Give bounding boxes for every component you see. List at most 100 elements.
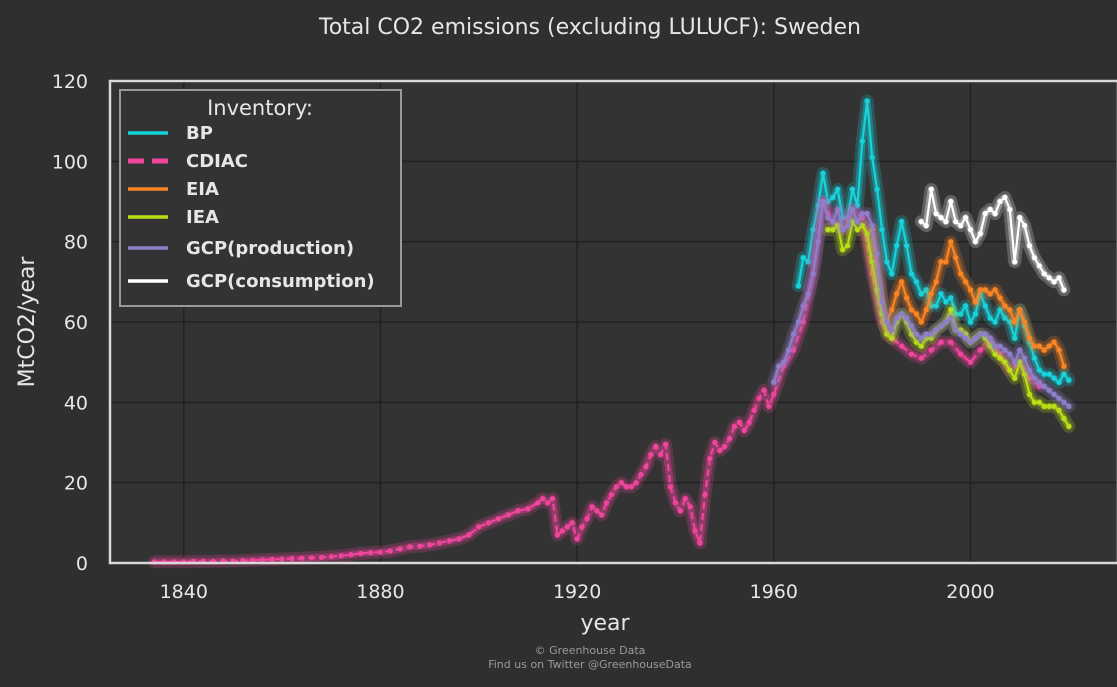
data-point [1022, 319, 1028, 325]
data-point [1017, 307, 1023, 313]
data-point [486, 520, 492, 526]
data-point [1012, 319, 1018, 325]
data-point [918, 355, 924, 361]
data-point [1002, 359, 1008, 365]
data-point [795, 283, 802, 289]
data-point [938, 259, 944, 265]
data-point [840, 215, 846, 221]
data-point [928, 335, 934, 341]
data-point [825, 227, 831, 233]
data-point [1002, 194, 1008, 201]
data-point [1012, 335, 1018, 341]
data-point [987, 315, 993, 321]
data-point [1022, 371, 1028, 377]
data-point [731, 423, 738, 429]
data-point [869, 259, 875, 265]
chart-title: Total CO2 emissions (excluding LULUCF): … [318, 15, 861, 40]
legend-label: EIA [186, 179, 219, 200]
data-point [923, 287, 929, 293]
data-point [908, 351, 915, 357]
data-point [997, 307, 1003, 313]
data-point [1051, 391, 1057, 397]
data-point [889, 271, 895, 277]
data-point [397, 546, 403, 552]
data-point [923, 307, 929, 313]
data-point [958, 351, 964, 357]
data-point [338, 553, 344, 559]
series-line [871, 229, 1065, 367]
data-point [1036, 399, 1042, 405]
data-point [958, 223, 964, 229]
data-point [1066, 377, 1072, 383]
series-gcp-consumption [914, 182, 1071, 297]
data-point [648, 452, 654, 458]
data-point [810, 271, 816, 277]
data-point [928, 331, 934, 337]
data-point [1056, 395, 1062, 401]
data-point [918, 335, 924, 341]
data-point [1046, 343, 1052, 349]
data-point [864, 98, 870, 104]
data-point [992, 351, 998, 357]
data-point [1002, 347, 1008, 353]
y-tick-label: 60 [64, 312, 88, 334]
data-point [923, 335, 929, 341]
data-point [1017, 347, 1023, 353]
legend-title: Inventory: [207, 96, 313, 120]
y-axis-label: MtCO2/year [15, 256, 40, 388]
data-point [417, 543, 423, 549]
data-point [1026, 243, 1033, 249]
x-tick-label: 1840 [160, 581, 208, 603]
data-point [1056, 407, 1062, 413]
data-point [436, 540, 442, 546]
data-point [1026, 375, 1033, 381]
data-point [972, 299, 979, 305]
data-point [972, 239, 979, 245]
data-point [377, 549, 383, 555]
data-point [682, 496, 688, 502]
data-point [299, 555, 305, 561]
data-point [1031, 255, 1037, 261]
data-point [820, 170, 826, 176]
data-point [894, 243, 900, 249]
data-point [318, 554, 324, 561]
data-point [1061, 371, 1067, 377]
data-point [358, 550, 364, 557]
data-point [702, 492, 708, 498]
plot-frame [108, 79, 1117, 565]
legend-label: GCP(consumption) [186, 271, 375, 292]
series-gcp-production [767, 195, 1076, 413]
data-point [269, 556, 275, 563]
data-point [1017, 359, 1023, 365]
data-point [795, 319, 802, 325]
series-layer [147, 94, 1076, 569]
data-point [667, 484, 674, 490]
data-point [967, 319, 974, 325]
data-point [874, 251, 880, 257]
data-point [987, 335, 993, 341]
data-point [1061, 415, 1067, 421]
data-point [825, 215, 831, 221]
data-point [933, 279, 939, 285]
data-point [953, 219, 959, 225]
data-point [913, 339, 920, 345]
data-point [1056, 347, 1062, 353]
data-point [781, 359, 787, 365]
data-point [786, 347, 792, 353]
data-point [830, 219, 836, 225]
data-point [849, 219, 856, 225]
data-point [869, 154, 875, 160]
data-point [963, 335, 969, 341]
data-point [1007, 319, 1013, 325]
data-point [933, 303, 939, 309]
data-point [815, 239, 821, 245]
data-point [864, 211, 870, 217]
data-point [997, 343, 1003, 349]
data-point [894, 315, 900, 321]
data-point [997, 355, 1003, 361]
data-point [687, 504, 693, 510]
data-point [963, 303, 969, 309]
data-point [854, 219, 861, 225]
data-point [1031, 343, 1037, 349]
data-point [913, 331, 920, 337]
